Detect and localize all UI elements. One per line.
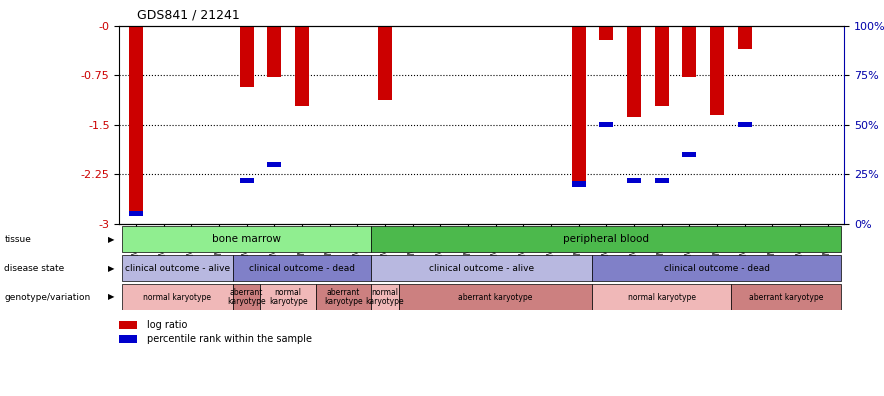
- Bar: [655, 26, 668, 106]
- Bar: [627, 177, 641, 183]
- Bar: [655, 177, 668, 183]
- Bar: [267, 162, 281, 167]
- Text: aberrant
karyotype: aberrant karyotype: [324, 287, 362, 307]
- Text: normal
karyotype: normal karyotype: [269, 287, 308, 307]
- Text: aberrant
karyotype: aberrant karyotype: [227, 287, 266, 307]
- Bar: [371, 255, 592, 281]
- Bar: [371, 284, 399, 310]
- Text: aberrant karyotype: aberrant karyotype: [749, 293, 823, 301]
- Bar: [572, 26, 585, 183]
- Bar: [738, 122, 751, 128]
- Bar: [710, 26, 724, 115]
- Text: tissue: tissue: [4, 235, 31, 244]
- Bar: [267, 26, 281, 77]
- Bar: [232, 284, 261, 310]
- Text: bone marrow: bone marrow: [212, 234, 281, 244]
- Bar: [316, 284, 371, 310]
- Bar: [122, 226, 371, 252]
- Bar: [240, 177, 254, 183]
- Text: percentile rank within the sample: percentile rank within the sample: [147, 334, 312, 344]
- Text: clinical outcome - dead: clinical outcome - dead: [249, 264, 355, 272]
- Bar: [572, 181, 585, 187]
- Text: ▶: ▶: [109, 235, 115, 244]
- Text: clinical outcome - alive: clinical outcome - alive: [125, 264, 230, 272]
- Bar: [738, 26, 751, 49]
- Text: disease state: disease state: [4, 264, 65, 272]
- Text: aberrant karyotype: aberrant karyotype: [459, 293, 533, 301]
- Text: normal karyotype: normal karyotype: [628, 293, 696, 301]
- Text: genotype/variation: genotype/variation: [4, 293, 91, 301]
- Bar: [627, 26, 641, 117]
- Text: normal karyotype: normal karyotype: [143, 293, 211, 301]
- Bar: [592, 284, 731, 310]
- Text: log ratio: log ratio: [147, 320, 187, 330]
- Bar: [261, 284, 316, 310]
- Bar: [371, 226, 842, 252]
- Bar: [295, 26, 309, 106]
- Bar: [592, 255, 842, 281]
- Text: ▶: ▶: [109, 264, 115, 272]
- Bar: [731, 284, 842, 310]
- Bar: [599, 26, 613, 40]
- Text: clinical outcome - alive: clinical outcome - alive: [430, 264, 534, 272]
- Bar: [399, 284, 592, 310]
- Bar: [129, 211, 143, 217]
- Bar: [119, 335, 137, 343]
- Bar: [232, 255, 371, 281]
- Text: peripheral blood: peripheral blood: [563, 234, 649, 244]
- Text: ▶: ▶: [109, 293, 115, 301]
- Text: clinical outcome - dead: clinical outcome - dead: [664, 264, 770, 272]
- Text: normal
karyotype: normal karyotype: [366, 287, 404, 307]
- Bar: [378, 26, 392, 100]
- Bar: [599, 122, 613, 128]
- Bar: [122, 284, 232, 310]
- Bar: [119, 321, 137, 329]
- Bar: [682, 152, 697, 157]
- Bar: [129, 26, 143, 214]
- Bar: [240, 26, 254, 87]
- Bar: [682, 26, 697, 77]
- Bar: [122, 255, 232, 281]
- Text: GDS841 / 21241: GDS841 / 21241: [137, 9, 240, 22]
